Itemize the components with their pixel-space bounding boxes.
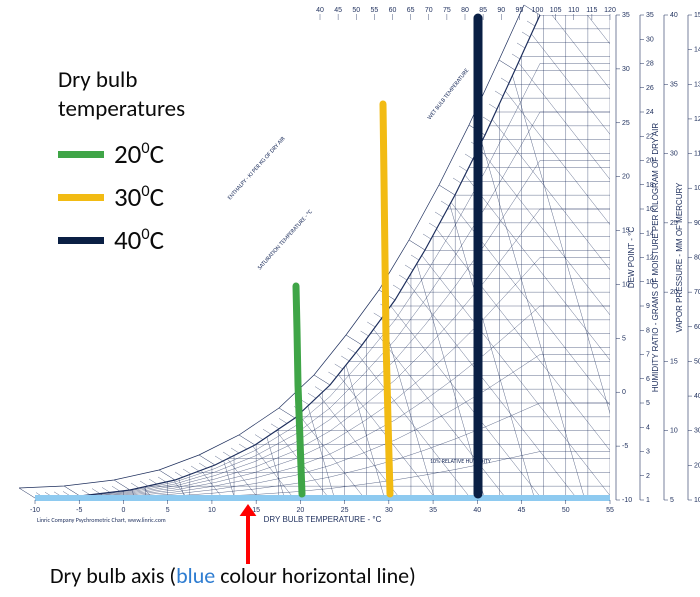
svg-text:65: 65 xyxy=(407,7,415,14)
highlight-line-30C xyxy=(383,104,390,494)
svg-text:20: 20 xyxy=(622,174,630,181)
caption-blue: blue xyxy=(176,562,215,589)
svg-text:10: 10 xyxy=(694,497,700,504)
svg-text:10: 10 xyxy=(208,507,216,514)
svg-text:5: 5 xyxy=(622,335,626,342)
svg-text:VAPOR PRESSURE - MM OF MERCURY: VAPOR PRESSURE - MM OF MERCURY xyxy=(675,182,684,333)
legend-label-1: 300C xyxy=(114,181,164,214)
svg-text:20: 20 xyxy=(296,507,304,514)
legend: Dry bulb temperatures 200C 300C 400C xyxy=(58,66,185,257)
svg-text:ENTHALPY - KJ PER KG OF DRY AI: ENTHALPY - KJ PER KG OF DRY AIR xyxy=(226,134,288,201)
svg-text:2: 2 xyxy=(646,473,650,480)
svg-text:40: 40 xyxy=(473,507,481,514)
svg-text:28: 28 xyxy=(646,61,654,68)
svg-text:-10: -10 xyxy=(30,507,40,514)
svg-text:75: 75 xyxy=(443,7,451,14)
svg-text:40: 40 xyxy=(694,393,700,400)
svg-text:0: 0 xyxy=(122,507,126,514)
svg-text:45: 45 xyxy=(334,7,342,14)
legend-swatch-1 xyxy=(58,194,104,201)
legend-item-2: 400C xyxy=(58,224,185,257)
svg-text:7: 7 xyxy=(646,352,650,359)
svg-text:70: 70 xyxy=(425,7,433,14)
svg-text:40: 40 xyxy=(670,12,678,19)
svg-text:26: 26 xyxy=(646,85,654,92)
svg-text:35: 35 xyxy=(429,507,437,514)
svg-text:30: 30 xyxy=(694,428,700,435)
svg-text:4: 4 xyxy=(646,424,650,431)
legend-item-1: 300C xyxy=(58,181,185,214)
svg-text:35: 35 xyxy=(622,12,630,19)
legend-title-line1: Dry bulb xyxy=(58,66,185,95)
svg-text:110: 110 xyxy=(694,151,700,158)
svg-text:35: 35 xyxy=(670,81,678,88)
svg-text:HUMIDITY RATIO - GRAMS OF MOIS: HUMIDITY RATIO - GRAMS OF MOISTURE PER K… xyxy=(651,123,660,392)
svg-text:95: 95 xyxy=(515,7,523,14)
svg-text:3: 3 xyxy=(646,449,650,456)
svg-text:110: 110 xyxy=(568,7,579,14)
svg-text:25: 25 xyxy=(622,120,630,127)
legend-swatch-0 xyxy=(58,151,104,158)
svg-text:50: 50 xyxy=(352,7,360,14)
svg-text:DEW POINT - °C: DEW POINT - °C xyxy=(627,227,636,288)
svg-text:105: 105 xyxy=(550,7,562,14)
svg-text:50: 50 xyxy=(562,507,570,514)
highlight-line-20C xyxy=(296,286,302,494)
svg-text:55: 55 xyxy=(370,7,378,14)
svg-text:55: 55 xyxy=(606,507,614,514)
svg-text:140: 140 xyxy=(694,47,700,54)
svg-text:30: 30 xyxy=(622,66,630,73)
svg-text:40: 40 xyxy=(316,7,324,14)
caption: Dry bulb axis (blue colour horizontal li… xyxy=(50,562,416,589)
svg-text:130: 130 xyxy=(694,81,700,88)
svg-text:8: 8 xyxy=(646,327,650,334)
svg-text:115: 115 xyxy=(586,7,597,14)
svg-text:5: 5 xyxy=(166,507,170,514)
svg-text:80: 80 xyxy=(461,7,469,14)
svg-text:10: 10 xyxy=(670,428,678,435)
legend-label-0: 200C xyxy=(114,138,164,171)
svg-text:45: 45 xyxy=(518,507,526,514)
svg-text:SATURATION TEMPERATURE - °C: SATURATION TEMPERATURE - °C xyxy=(256,207,315,271)
legend-swatch-2 xyxy=(58,237,104,244)
svg-text:85: 85 xyxy=(479,7,487,14)
svg-text:60: 60 xyxy=(389,7,397,14)
svg-text:30: 30 xyxy=(646,36,654,43)
caption-pre: Dry bulb axis ( xyxy=(50,562,176,589)
svg-text:9: 9 xyxy=(646,303,650,310)
legend-label-2: 400C xyxy=(114,224,164,257)
svg-text:5: 5 xyxy=(646,400,650,407)
psychrometric-chart-figure: -10-50510152025303540455055DRY BULB TEMP… xyxy=(0,0,700,597)
svg-text:-10: -10 xyxy=(622,497,632,504)
legend-title-line2: temperatures xyxy=(58,95,185,124)
svg-text:-5: -5 xyxy=(76,507,82,514)
svg-text:15: 15 xyxy=(670,358,678,365)
svg-text:30: 30 xyxy=(385,507,393,514)
svg-text:24: 24 xyxy=(646,109,654,116)
svg-text:Linric Company Psychrometric C: Linric Company Psychrometric Chart, www.… xyxy=(37,516,166,524)
caption-post: colour horizontal line) xyxy=(215,562,416,589)
svg-text:150: 150 xyxy=(694,12,700,19)
svg-text:35: 35 xyxy=(646,12,654,19)
dry-bulb-axis-bar xyxy=(35,495,610,501)
svg-text:6: 6 xyxy=(646,376,650,383)
svg-text:100: 100 xyxy=(532,7,544,14)
svg-text:120: 120 xyxy=(694,116,700,123)
svg-text:90: 90 xyxy=(497,7,505,14)
svg-text:20: 20 xyxy=(694,462,700,469)
svg-text:120: 120 xyxy=(604,7,616,14)
legend-item-0: 200C xyxy=(58,138,185,171)
svg-text:0: 0 xyxy=(622,389,626,396)
svg-text:-5: -5 xyxy=(622,443,628,450)
svg-text:25: 25 xyxy=(341,507,349,514)
svg-text:WET BULB TEMPERATURE: WET BULB TEMPERATURE xyxy=(425,67,470,122)
svg-text:1: 1 xyxy=(646,497,650,504)
svg-text:30: 30 xyxy=(670,151,678,158)
svg-text:50: 50 xyxy=(694,358,700,365)
svg-text:DRY BULB TEMPERATURE - °C: DRY BULB TEMPERATURE - °C xyxy=(264,515,382,524)
svg-text:5: 5 xyxy=(670,497,674,504)
